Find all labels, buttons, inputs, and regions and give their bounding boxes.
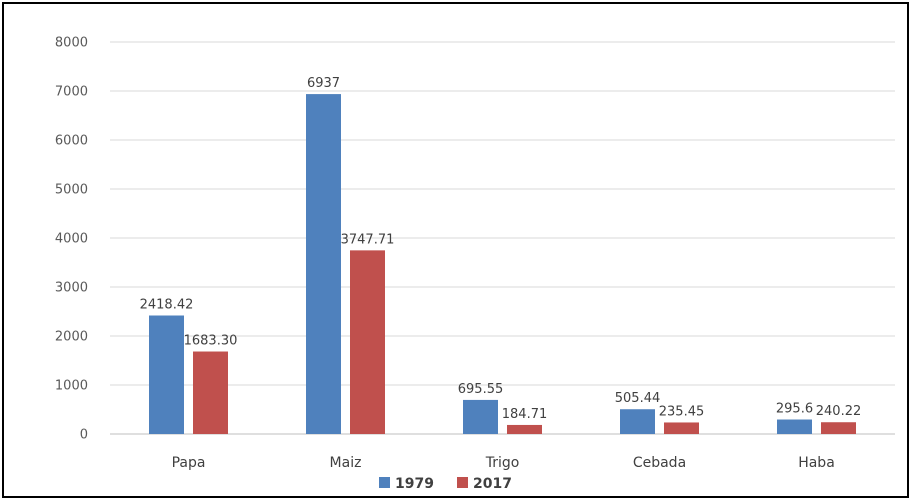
- legend-label: 2017: [473, 476, 512, 492]
- y-tick-label: 3000: [55, 281, 88, 296]
- bar-2017: [664, 422, 699, 434]
- bar-2017: [507, 424, 542, 434]
- x-tick-label: Cebada: [633, 455, 686, 471]
- data-label: 1683.30: [184, 334, 238, 349]
- y-tick-label: 0: [80, 428, 88, 443]
- data-label: 695.55: [458, 382, 504, 397]
- data-label: 505.44: [615, 391, 661, 406]
- y-tick-label: 2000: [55, 330, 88, 345]
- y-tick-label: 5000: [55, 183, 88, 198]
- y-tick-label: 7000: [55, 85, 88, 100]
- legend-label: 1979: [395, 476, 434, 492]
- bar-2017: [350, 250, 385, 434]
- x-tick-label: Haba: [798, 455, 835, 471]
- bar-2017: [821, 422, 856, 434]
- bar-1979: [777, 419, 812, 434]
- legend-swatch: [457, 477, 468, 488]
- data-label: 3747.71: [341, 232, 395, 247]
- y-tick-label: 6000: [55, 134, 88, 149]
- x-tick-label: Maiz: [330, 455, 362, 471]
- data-label: 240.22: [816, 404, 862, 419]
- y-tick-label: 4000: [55, 232, 88, 247]
- data-label: 295.6: [776, 402, 813, 417]
- bar-1979: [620, 409, 655, 434]
- bar-2017: [193, 351, 228, 434]
- data-label: 184.71: [502, 407, 548, 422]
- data-label: 6937: [307, 76, 340, 91]
- bar-1979: [306, 94, 341, 434]
- x-tick-label: Trigo: [485, 455, 520, 471]
- bar-1979: [149, 315, 184, 434]
- bar-1979: [463, 399, 498, 434]
- legend-swatch: [379, 477, 390, 488]
- y-tick-label: 8000: [55, 36, 88, 51]
- data-label: 235.45: [659, 404, 705, 419]
- x-tick-label: Papa: [172, 455, 206, 471]
- y-tick-label: 1000: [55, 379, 88, 394]
- data-label: 2418.42: [140, 297, 194, 312]
